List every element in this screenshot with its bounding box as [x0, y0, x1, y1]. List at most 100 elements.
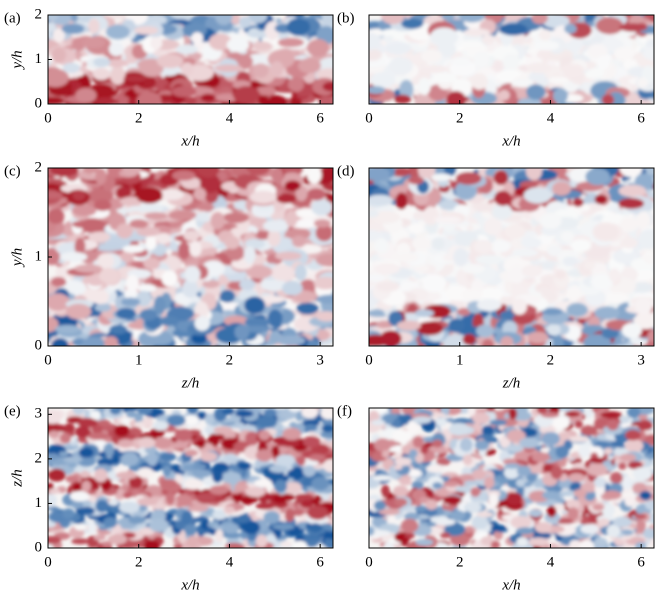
blob [214, 426, 233, 434]
blob [593, 504, 605, 511]
blob [237, 514, 251, 523]
blob [509, 265, 525, 283]
blob [297, 456, 306, 466]
blob [196, 439, 205, 448]
blob [512, 249, 538, 257]
blob [222, 523, 239, 534]
blob [547, 244, 563, 256]
blob [285, 180, 301, 190]
blob [82, 218, 105, 233]
blob [123, 492, 133, 498]
blob [256, 534, 268, 547]
blob [48, 208, 65, 224]
blob [90, 410, 101, 419]
x-tick-label: 6 [316, 554, 324, 570]
blob [94, 534, 106, 540]
blob [323, 459, 339, 473]
blob [95, 168, 107, 185]
blob [307, 188, 326, 200]
blob [499, 90, 510, 101]
blob [549, 76, 569, 84]
blob [434, 216, 461, 224]
blob [585, 408, 593, 419]
blob [139, 204, 163, 211]
blob [126, 275, 139, 292]
blob [224, 455, 234, 461]
blob [295, 493, 314, 500]
field-blobs [36, 159, 345, 355]
blob [200, 452, 217, 462]
blob [499, 23, 527, 35]
blob [418, 162, 436, 179]
blob [292, 235, 306, 247]
blob [234, 324, 249, 340]
blob [491, 239, 511, 252]
blob [267, 309, 282, 327]
blob [494, 191, 511, 206]
blob [385, 42, 411, 54]
blob [205, 413, 215, 424]
blob [609, 268, 620, 282]
blob [161, 270, 177, 286]
blob [187, 536, 198, 548]
blob [413, 211, 424, 220]
blob [314, 219, 331, 228]
x-tick-label: 0 [365, 352, 373, 368]
blob [73, 190, 86, 201]
blob [553, 88, 568, 103]
blob [296, 302, 318, 314]
blob [420, 65, 447, 73]
blob [175, 494, 192, 507]
blob [360, 274, 386, 281]
blob [618, 462, 626, 470]
blob [42, 191, 63, 199]
blob [636, 211, 650, 229]
blob [521, 237, 542, 248]
blob [268, 230, 281, 247]
blob [222, 212, 249, 223]
x-tick-label: 1 [456, 352, 464, 368]
blob [285, 508, 295, 522]
blob [367, 210, 379, 218]
blob [74, 523, 86, 530]
blob [187, 505, 208, 512]
blob [300, 500, 313, 508]
blob [224, 506, 235, 513]
blob [433, 73, 457, 84]
blob [276, 454, 296, 466]
blob [642, 47, 663, 61]
blob [157, 233, 171, 244]
blob [60, 433, 71, 444]
blob [209, 485, 229, 495]
blob [526, 84, 545, 99]
blob [275, 252, 302, 261]
x-tick-label: 2 [135, 554, 143, 570]
y-axis-label: y/h [9, 50, 25, 70]
blob [397, 320, 421, 330]
blob [66, 475, 79, 483]
blob [210, 434, 225, 440]
blob [569, 436, 589, 442]
blob [96, 243, 122, 251]
blob [394, 95, 411, 104]
blob [63, 456, 82, 462]
blob [471, 73, 488, 90]
blob [144, 540, 159, 552]
blob [584, 261, 595, 269]
blob [402, 19, 419, 28]
blob [134, 26, 158, 35]
field [41, 402, 343, 555]
blob [311, 477, 329, 491]
blob [80, 507, 95, 515]
blob [157, 54, 184, 68]
blob [75, 88, 96, 103]
blob [298, 58, 321, 73]
blob [620, 161, 643, 177]
blob [462, 264, 485, 274]
blob [246, 161, 269, 175]
blob [72, 482, 82, 493]
blob [256, 503, 275, 510]
blob [594, 306, 620, 319]
blob [116, 223, 132, 238]
